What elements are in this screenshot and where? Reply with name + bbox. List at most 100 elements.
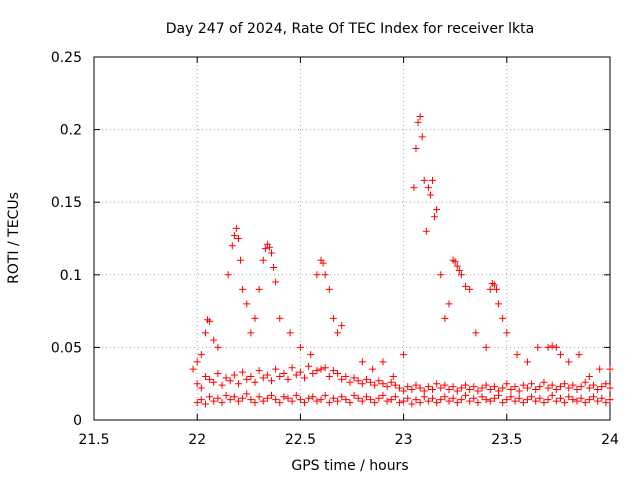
data-point xyxy=(206,375,214,383)
data-point xyxy=(383,383,391,391)
data-point xyxy=(573,397,581,405)
data-point xyxy=(334,370,342,378)
data-point xyxy=(515,394,523,402)
data-point xyxy=(404,394,412,402)
data-point xyxy=(408,386,416,394)
data-point xyxy=(338,322,346,330)
data-point xyxy=(234,380,242,388)
data-point xyxy=(371,381,379,389)
data-point xyxy=(354,377,362,385)
data-point xyxy=(536,394,544,402)
y-tick-label: 0.15 xyxy=(51,195,82,211)
data-point xyxy=(272,365,280,373)
data-point xyxy=(412,144,420,152)
data-point xyxy=(573,386,581,394)
data-point xyxy=(585,384,593,392)
data-point xyxy=(433,205,441,213)
data-point xyxy=(499,384,507,392)
data-point xyxy=(428,394,436,402)
data-point xyxy=(470,383,478,391)
data-point xyxy=(507,393,515,401)
plot-frame xyxy=(93,56,611,421)
data-point xyxy=(598,383,606,391)
data-point xyxy=(247,372,255,380)
data-point xyxy=(375,394,383,402)
data-point xyxy=(428,176,436,184)
data-point xyxy=(395,384,403,392)
data-point xyxy=(565,384,573,392)
data-point xyxy=(391,393,399,401)
data-point xyxy=(534,343,542,351)
x-tick-label: 22.5 xyxy=(285,432,316,448)
data-point xyxy=(387,378,395,386)
data-point xyxy=(342,396,350,404)
data-point xyxy=(201,372,209,380)
data-point xyxy=(321,271,329,279)
data-point xyxy=(305,362,313,370)
data-point xyxy=(408,400,416,408)
data-point xyxy=(499,314,507,322)
data-point xyxy=(247,396,255,404)
data-point xyxy=(214,343,222,351)
data-point xyxy=(455,266,463,274)
data-point xyxy=(503,329,511,337)
data-point xyxy=(606,384,614,392)
data-point xyxy=(255,285,263,293)
data-point xyxy=(596,365,604,373)
data-point xyxy=(218,381,226,389)
data-point xyxy=(594,397,602,405)
data-point xyxy=(193,380,201,388)
data-point xyxy=(462,381,470,389)
data-point xyxy=(552,343,560,351)
data-point xyxy=(230,371,238,379)
data-point xyxy=(400,387,408,395)
data-point xyxy=(234,397,242,405)
data-point xyxy=(472,329,480,337)
data-point xyxy=(251,314,259,322)
data-point xyxy=(523,384,531,392)
data-point xyxy=(387,396,395,404)
data-point xyxy=(358,358,366,366)
data-point xyxy=(358,380,366,388)
data-point xyxy=(581,378,589,386)
data-point xyxy=(486,386,494,394)
data-point xyxy=(350,374,358,382)
data-point xyxy=(548,342,556,350)
data-point xyxy=(441,381,449,389)
data-point xyxy=(416,384,424,392)
data-point xyxy=(482,396,490,404)
chart-title: Day 247 of 2024, Rate Of TEC Index for r… xyxy=(166,21,534,37)
data-point xyxy=(548,391,556,399)
data-point xyxy=(544,343,552,351)
data-point xyxy=(449,383,457,391)
data-point xyxy=(391,381,399,389)
data-point xyxy=(552,397,560,405)
data-point xyxy=(457,384,465,392)
data-point xyxy=(284,375,292,383)
data-point xyxy=(490,394,498,402)
y-tick-label: 0.25 xyxy=(51,50,82,66)
data-point xyxy=(358,397,366,405)
data-point xyxy=(268,249,276,257)
data-point xyxy=(404,383,412,391)
data-point xyxy=(307,351,315,359)
data-point xyxy=(263,394,271,402)
data-point xyxy=(519,381,527,389)
data-point xyxy=(540,378,548,386)
data-point xyxy=(606,365,614,373)
data-point xyxy=(214,394,222,402)
data-point xyxy=(201,400,209,408)
data-point xyxy=(226,396,234,404)
data-point xyxy=(313,271,321,279)
y-tick-label: 0 xyxy=(73,413,82,429)
data-point xyxy=(272,396,280,404)
data-point xyxy=(536,383,544,391)
data-point xyxy=(342,372,350,380)
data-points xyxy=(189,113,614,408)
data-point xyxy=(466,386,474,394)
data-point xyxy=(552,386,560,394)
data-point xyxy=(433,399,441,407)
data-point xyxy=(362,393,370,401)
data-point xyxy=(268,391,276,399)
